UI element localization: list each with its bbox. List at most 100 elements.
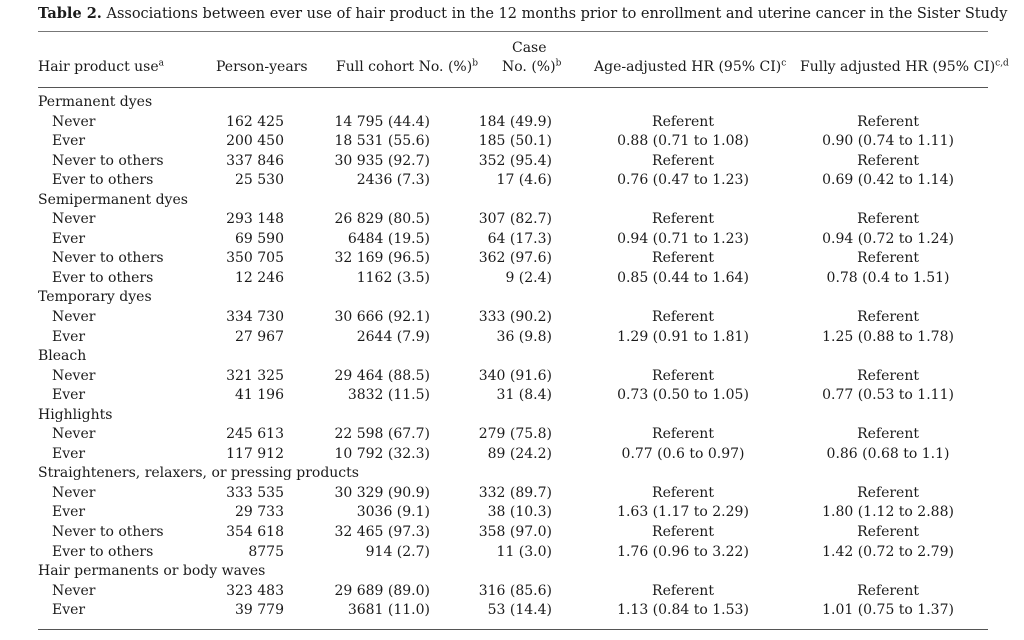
age-adjusted-hr-cell: Referent bbox=[652, 524, 714, 541]
row-label: Ever bbox=[52, 387, 86, 404]
case-cell: 89 (24.2) bbox=[487, 445, 552, 462]
case-cell: 184 (49.9) bbox=[478, 113, 552, 130]
case-cell: 9 (2.4) bbox=[505, 269, 552, 286]
cohort-cell: 30 935 (92.7) bbox=[334, 152, 430, 169]
cohort-cell: 32 465 (97.3) bbox=[334, 524, 430, 541]
fully-adjusted-hr-cell: Referent bbox=[857, 367, 919, 384]
table-row: Never 293 148 26 829 (80.5) 307 (82.7) Refer… bbox=[38, 210, 988, 230]
person-years-cell: 334 730 bbox=[226, 309, 284, 326]
person-years-cell: 8775 bbox=[248, 543, 284, 560]
fully-adjusted-hr-cell: 0.69 (0.42 to 1.14) bbox=[822, 172, 954, 189]
fully-adjusted-hr-cell: Referent bbox=[857, 426, 919, 443]
fully-adjusted-hr-cell: 0.78 (0.4 to 1.51) bbox=[826, 269, 950, 286]
row-label: Never bbox=[52, 309, 96, 326]
person-years-cell: 162 425 bbox=[226, 113, 284, 130]
person-years-cell: 39 779 bbox=[235, 602, 284, 619]
row-label: Never bbox=[52, 426, 96, 443]
age-adjusted-hr-cell: Referent bbox=[652, 211, 714, 228]
person-years-cell: 245 613 bbox=[226, 426, 284, 443]
table-body: Permanent dyes Never 162 425 14 795 (44.4) 1… bbox=[38, 93, 988, 621]
table-row: Never 334 730 30 666 (92.1) 333 (90.2) Refer… bbox=[38, 308, 988, 328]
row-label: Ever bbox=[52, 230, 86, 247]
age-adjusted-hr-cell: Referent bbox=[652, 426, 714, 443]
cohort-cell: 26 829 (80.5) bbox=[334, 211, 430, 228]
row-label: Never bbox=[52, 113, 96, 130]
cohort-cell: 22 598 (67.7) bbox=[334, 426, 430, 443]
table-row: Never to others 354 618 32 465 (97.3) 358 (… bbox=[38, 523, 988, 543]
case-cell: 64 (17.3) bbox=[487, 230, 552, 247]
cohort-cell: 2436 (7.3) bbox=[356, 172, 430, 189]
table-row: Ever 27 967 2644 (7.9) 36 (9.8) 1.29 (0.91 t… bbox=[38, 328, 988, 348]
row-label: Semipermanent dyes bbox=[38, 191, 188, 208]
case-cell: 31 (8.4) bbox=[496, 387, 552, 404]
header-person-years: Person-years bbox=[216, 59, 308, 75]
person-years-cell: 333 535 bbox=[226, 484, 284, 501]
table-group-row: Highlights bbox=[38, 406, 988, 426]
cohort-cell: 1162 (3.5) bbox=[356, 269, 430, 286]
age-adjusted-hr-cell: Referent bbox=[652, 582, 714, 599]
table-row: Ever to others 8775 914 (2.7) 11 (3.0) 1.76 … bbox=[38, 543, 988, 563]
cohort-cell: 32 169 (96.5) bbox=[334, 250, 430, 267]
cohort-cell: 30 329 (90.9) bbox=[334, 484, 430, 501]
age-adjusted-hr-cell: Referent bbox=[652, 113, 714, 130]
row-label: Never bbox=[52, 484, 96, 501]
age-adjusted-hr-cell: 0.73 (0.50 to 1.05) bbox=[617, 387, 749, 404]
fully-adjusted-hr-cell: Referent bbox=[857, 152, 919, 169]
table-caption: Associations between ever use of hair pr… bbox=[101, 6, 1008, 22]
age-adjusted-hr-cell: 1.29 (0.91 to 1.81) bbox=[617, 328, 749, 345]
person-years-cell: 27 967 bbox=[235, 328, 284, 345]
case-cell: 11 (3.0) bbox=[496, 543, 552, 560]
bottom-rule bbox=[38, 629, 988, 630]
row-label: Never bbox=[52, 211, 96, 228]
case-cell: 340 (91.6) bbox=[478, 367, 552, 384]
header-rule bbox=[38, 87, 988, 88]
age-adjusted-hr-cell: 1.13 (0.84 to 1.53) bbox=[617, 602, 749, 619]
fully-adjusted-hr-cell: Referent bbox=[857, 113, 919, 130]
age-adjusted-hr-cell: Referent bbox=[652, 367, 714, 384]
row-label: Never to others bbox=[52, 524, 164, 541]
fully-adjusted-hr-cell: 1.25 (0.88 to 1.78) bbox=[822, 328, 954, 345]
table-row: Ever 41 196 3832 (11.5) 31 (8.4) 0.73 (0.50 … bbox=[38, 386, 988, 406]
table-group-row: Permanent dyes bbox=[38, 93, 988, 113]
fully-adjusted-hr-cell: Referent bbox=[857, 524, 919, 541]
table-number: Table 2. bbox=[38, 5, 102, 22]
table-row: Ever 39 779 3681 (11.0) 53 (14.4) 1.13 (0.84… bbox=[38, 601, 988, 621]
case-cell: 185 (50.1) bbox=[478, 133, 552, 150]
header-case-line1: Case bbox=[512, 40, 547, 56]
fully-adjusted-hr-cell: Referent bbox=[857, 250, 919, 267]
person-years-cell: 337 846 bbox=[226, 152, 284, 169]
fully-adjusted-hr-cell: 0.94 (0.72 to 1.24) bbox=[822, 230, 954, 247]
cohort-cell: 3681 (11.0) bbox=[347, 602, 430, 619]
row-label: Ever bbox=[52, 133, 86, 150]
top-rule bbox=[38, 31, 988, 32]
cohort-cell: 14 795 (44.4) bbox=[334, 113, 430, 130]
fully-adjusted-hr-cell: 1.80 (1.12 to 2.88) bbox=[822, 504, 954, 521]
table-group-row: Hair permanents or body waves bbox=[38, 562, 988, 582]
header-case-line2: No. (%)b bbox=[502, 58, 562, 75]
age-adjusted-hr-cell: 0.88 (0.71 to 1.08) bbox=[617, 133, 749, 150]
table-row: Never to others 350 705 32 169 (96.5) 362 (… bbox=[38, 249, 988, 269]
header-fully-adjusted-hr: Fully adjusted HR (95% CI)c,d bbox=[800, 58, 1009, 75]
age-adjusted-hr-cell: 1.63 (1.17 to 2.29) bbox=[617, 504, 749, 521]
table-group-row: Semipermanent dyes bbox=[38, 191, 988, 211]
age-adjusted-hr-cell: 0.76 (0.47 to 1.23) bbox=[617, 172, 749, 189]
table-row: Ever to others 25 530 2436 (7.3) 17 (4.6) 0.… bbox=[38, 171, 988, 191]
person-years-cell: 321 325 bbox=[226, 367, 284, 384]
table-row: Never 245 613 22 598 (67.7) 279 (75.8) Refer… bbox=[38, 425, 988, 445]
fully-adjusted-hr-cell: Referent bbox=[857, 484, 919, 501]
fully-adjusted-hr-cell: 1.42 (0.72 to 2.79) bbox=[822, 543, 954, 560]
person-years-cell: 12 246 bbox=[235, 269, 284, 286]
row-label: Never bbox=[52, 367, 96, 384]
row-label: Temporary dyes bbox=[38, 289, 152, 306]
person-years-cell: 323 483 bbox=[226, 582, 284, 599]
row-label: Ever bbox=[52, 328, 86, 345]
cohort-cell: 2644 (7.9) bbox=[356, 328, 430, 345]
header-full-cohort: Full cohort No. (%)b bbox=[336, 58, 478, 75]
case-cell: 307 (82.7) bbox=[478, 211, 552, 228]
row-label: Ever to others bbox=[52, 172, 154, 189]
case-cell: 358 (97.0) bbox=[478, 524, 552, 541]
case-cell: 36 (9.8) bbox=[496, 328, 552, 345]
person-years-cell: 41 196 bbox=[235, 387, 284, 404]
age-adjusted-hr-cell: 1.76 (0.96 to 3.22) bbox=[617, 543, 749, 560]
row-label: Never bbox=[52, 582, 96, 599]
